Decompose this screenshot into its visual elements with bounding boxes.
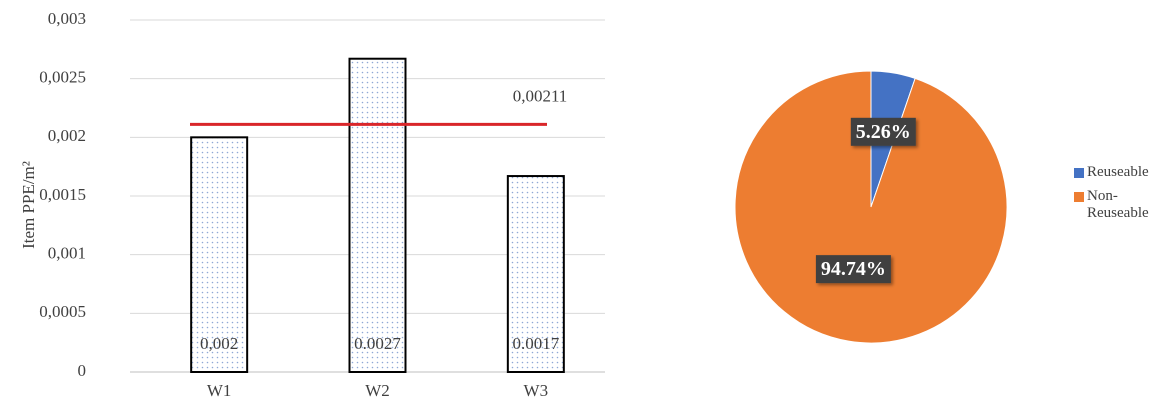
value-label: 0,002 bbox=[200, 334, 238, 353]
bar bbox=[348, 57, 407, 373]
y-tick-label: 0,001 bbox=[48, 244, 86, 263]
y-tick-label: 0,003 bbox=[48, 9, 86, 28]
x-tick-label: W2 bbox=[365, 381, 390, 400]
legend-label: Non-Reuseable bbox=[1087, 188, 1149, 221]
value-label: 0.0017 bbox=[512, 334, 559, 353]
legend-entry: Reuseable bbox=[1074, 164, 1169, 181]
y-tick-label: 0,0025 bbox=[39, 68, 86, 87]
y-tick-label: 0,0015 bbox=[39, 185, 86, 204]
y-tick-label: 0 bbox=[78, 361, 87, 380]
legend-swatch bbox=[1074, 192, 1084, 202]
bar bbox=[190, 136, 249, 373]
y-axis-label: Item PPE/m² bbox=[19, 161, 38, 249]
bar bbox=[506, 175, 565, 373]
value-label: 0.0027 bbox=[354, 334, 401, 353]
y-tick-label: 0,0005 bbox=[39, 302, 86, 321]
y-tick-label: 0,002 bbox=[48, 126, 86, 145]
data-label-box bbox=[850, 117, 916, 146]
x-tick-label: W1 bbox=[207, 381, 232, 400]
data-label: 5.26% bbox=[856, 121, 911, 143]
x-tick-label: W3 bbox=[524, 381, 549, 400]
reference-label: 0,00211 bbox=[513, 86, 568, 105]
legend-swatch bbox=[1074, 168, 1084, 178]
legend-label: Reuseable bbox=[1087, 164, 1149, 180]
legend-entry: Non-Reuseable bbox=[1074, 188, 1169, 222]
pie-slice bbox=[734, 70, 1008, 344]
data-label-box bbox=[815, 255, 891, 284]
data-label: 94.74% bbox=[821, 258, 886, 280]
